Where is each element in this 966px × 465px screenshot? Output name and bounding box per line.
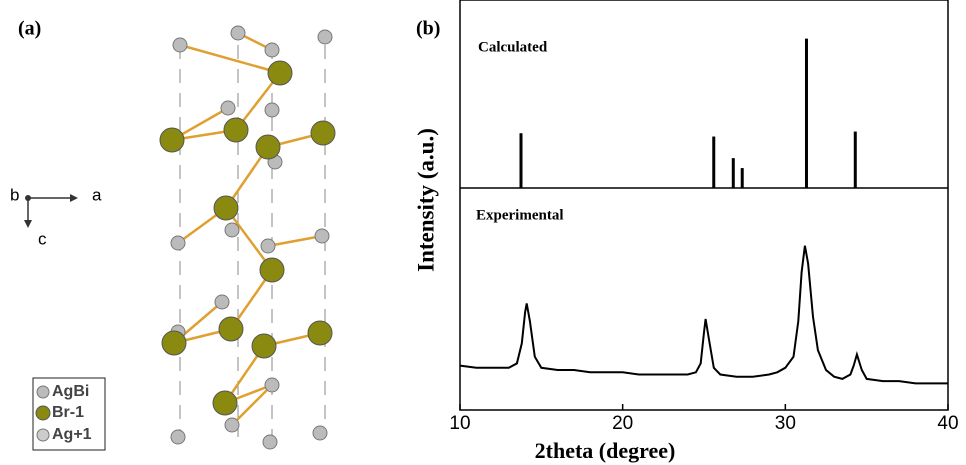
atom [315, 229, 329, 243]
atom [173, 38, 187, 52]
atom [261, 239, 275, 253]
atom [225, 418, 239, 432]
panel-annotation: Experimental [476, 207, 564, 223]
legend-swatch [37, 429, 49, 441]
atom [252, 334, 276, 358]
crystal-structure [160, 26, 335, 449]
axis-origin [25, 195, 31, 201]
pattern-line [460, 246, 948, 384]
atom [231, 26, 245, 40]
y-axis-label: Intensity (a.u.) [413, 128, 438, 272]
arrow-head [70, 194, 78, 202]
atom [256, 135, 280, 159]
legend-label: Ag+1 [52, 426, 92, 443]
x-tick-label: 40 [937, 413, 958, 434]
x-tick-label: 20 [612, 413, 633, 434]
bond [268, 236, 322, 246]
figure: (a) (b) b a c AgBi Br-1 Ag+1 Calculated … [0, 0, 966, 465]
legend-swatch [37, 386, 49, 398]
atom [171, 236, 185, 250]
atom [221, 101, 235, 115]
atom [215, 295, 229, 309]
atom [219, 317, 243, 341]
panel-annotation: Calculated [478, 39, 548, 55]
x-axis-label: 2theta (degree) [535, 438, 676, 463]
axes-indicator: b a c [10, 185, 102, 248]
atom [160, 128, 184, 152]
axis-label: a [92, 185, 102, 204]
atom [213, 391, 237, 415]
structure-legend: AgBi Br-1 Ag+1 [33, 378, 105, 450]
atom [265, 103, 279, 117]
x-tick-label: 10 [449, 413, 470, 434]
panel-label: (a) [18, 18, 41, 40]
atom [171, 430, 185, 444]
axis-label: b [10, 185, 19, 204]
atom [318, 30, 332, 44]
page: {"panels": {"a": "(a)", "b": "(b)"}, "st… [0, 0, 966, 465]
atom [265, 378, 279, 392]
atom [265, 43, 279, 57]
atom [214, 196, 238, 220]
atom [268, 61, 292, 85]
legend-swatch [36, 406, 50, 420]
axis-label: c [38, 229, 47, 248]
atom [263, 435, 277, 449]
arrow-head [24, 220, 32, 228]
atom [311, 121, 335, 145]
atom [313, 426, 327, 440]
atom [308, 321, 332, 345]
atom [225, 223, 239, 237]
atom [224, 118, 248, 142]
legend-label: Br-1 [52, 404, 84, 421]
atom [162, 331, 186, 355]
atom [260, 258, 284, 282]
panel-label: (b) [416, 18, 440, 40]
legend-label: AgBi [52, 383, 89, 400]
x-tick-label: 30 [775, 413, 796, 434]
